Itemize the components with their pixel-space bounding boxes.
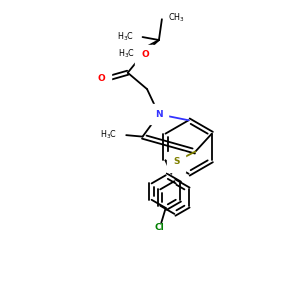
Text: S: S: [173, 158, 179, 166]
Text: H$_3$C: H$_3$C: [100, 129, 117, 141]
Text: H$_3$C: H$_3$C: [118, 47, 135, 60]
Text: H$_3$C: H$_3$C: [116, 31, 134, 43]
Text: Cl: Cl: [155, 223, 165, 232]
Text: N: N: [155, 110, 163, 119]
Text: O: O: [141, 50, 149, 59]
Text: CH$_3$: CH$_3$: [168, 11, 185, 24]
Text: O: O: [98, 74, 105, 83]
